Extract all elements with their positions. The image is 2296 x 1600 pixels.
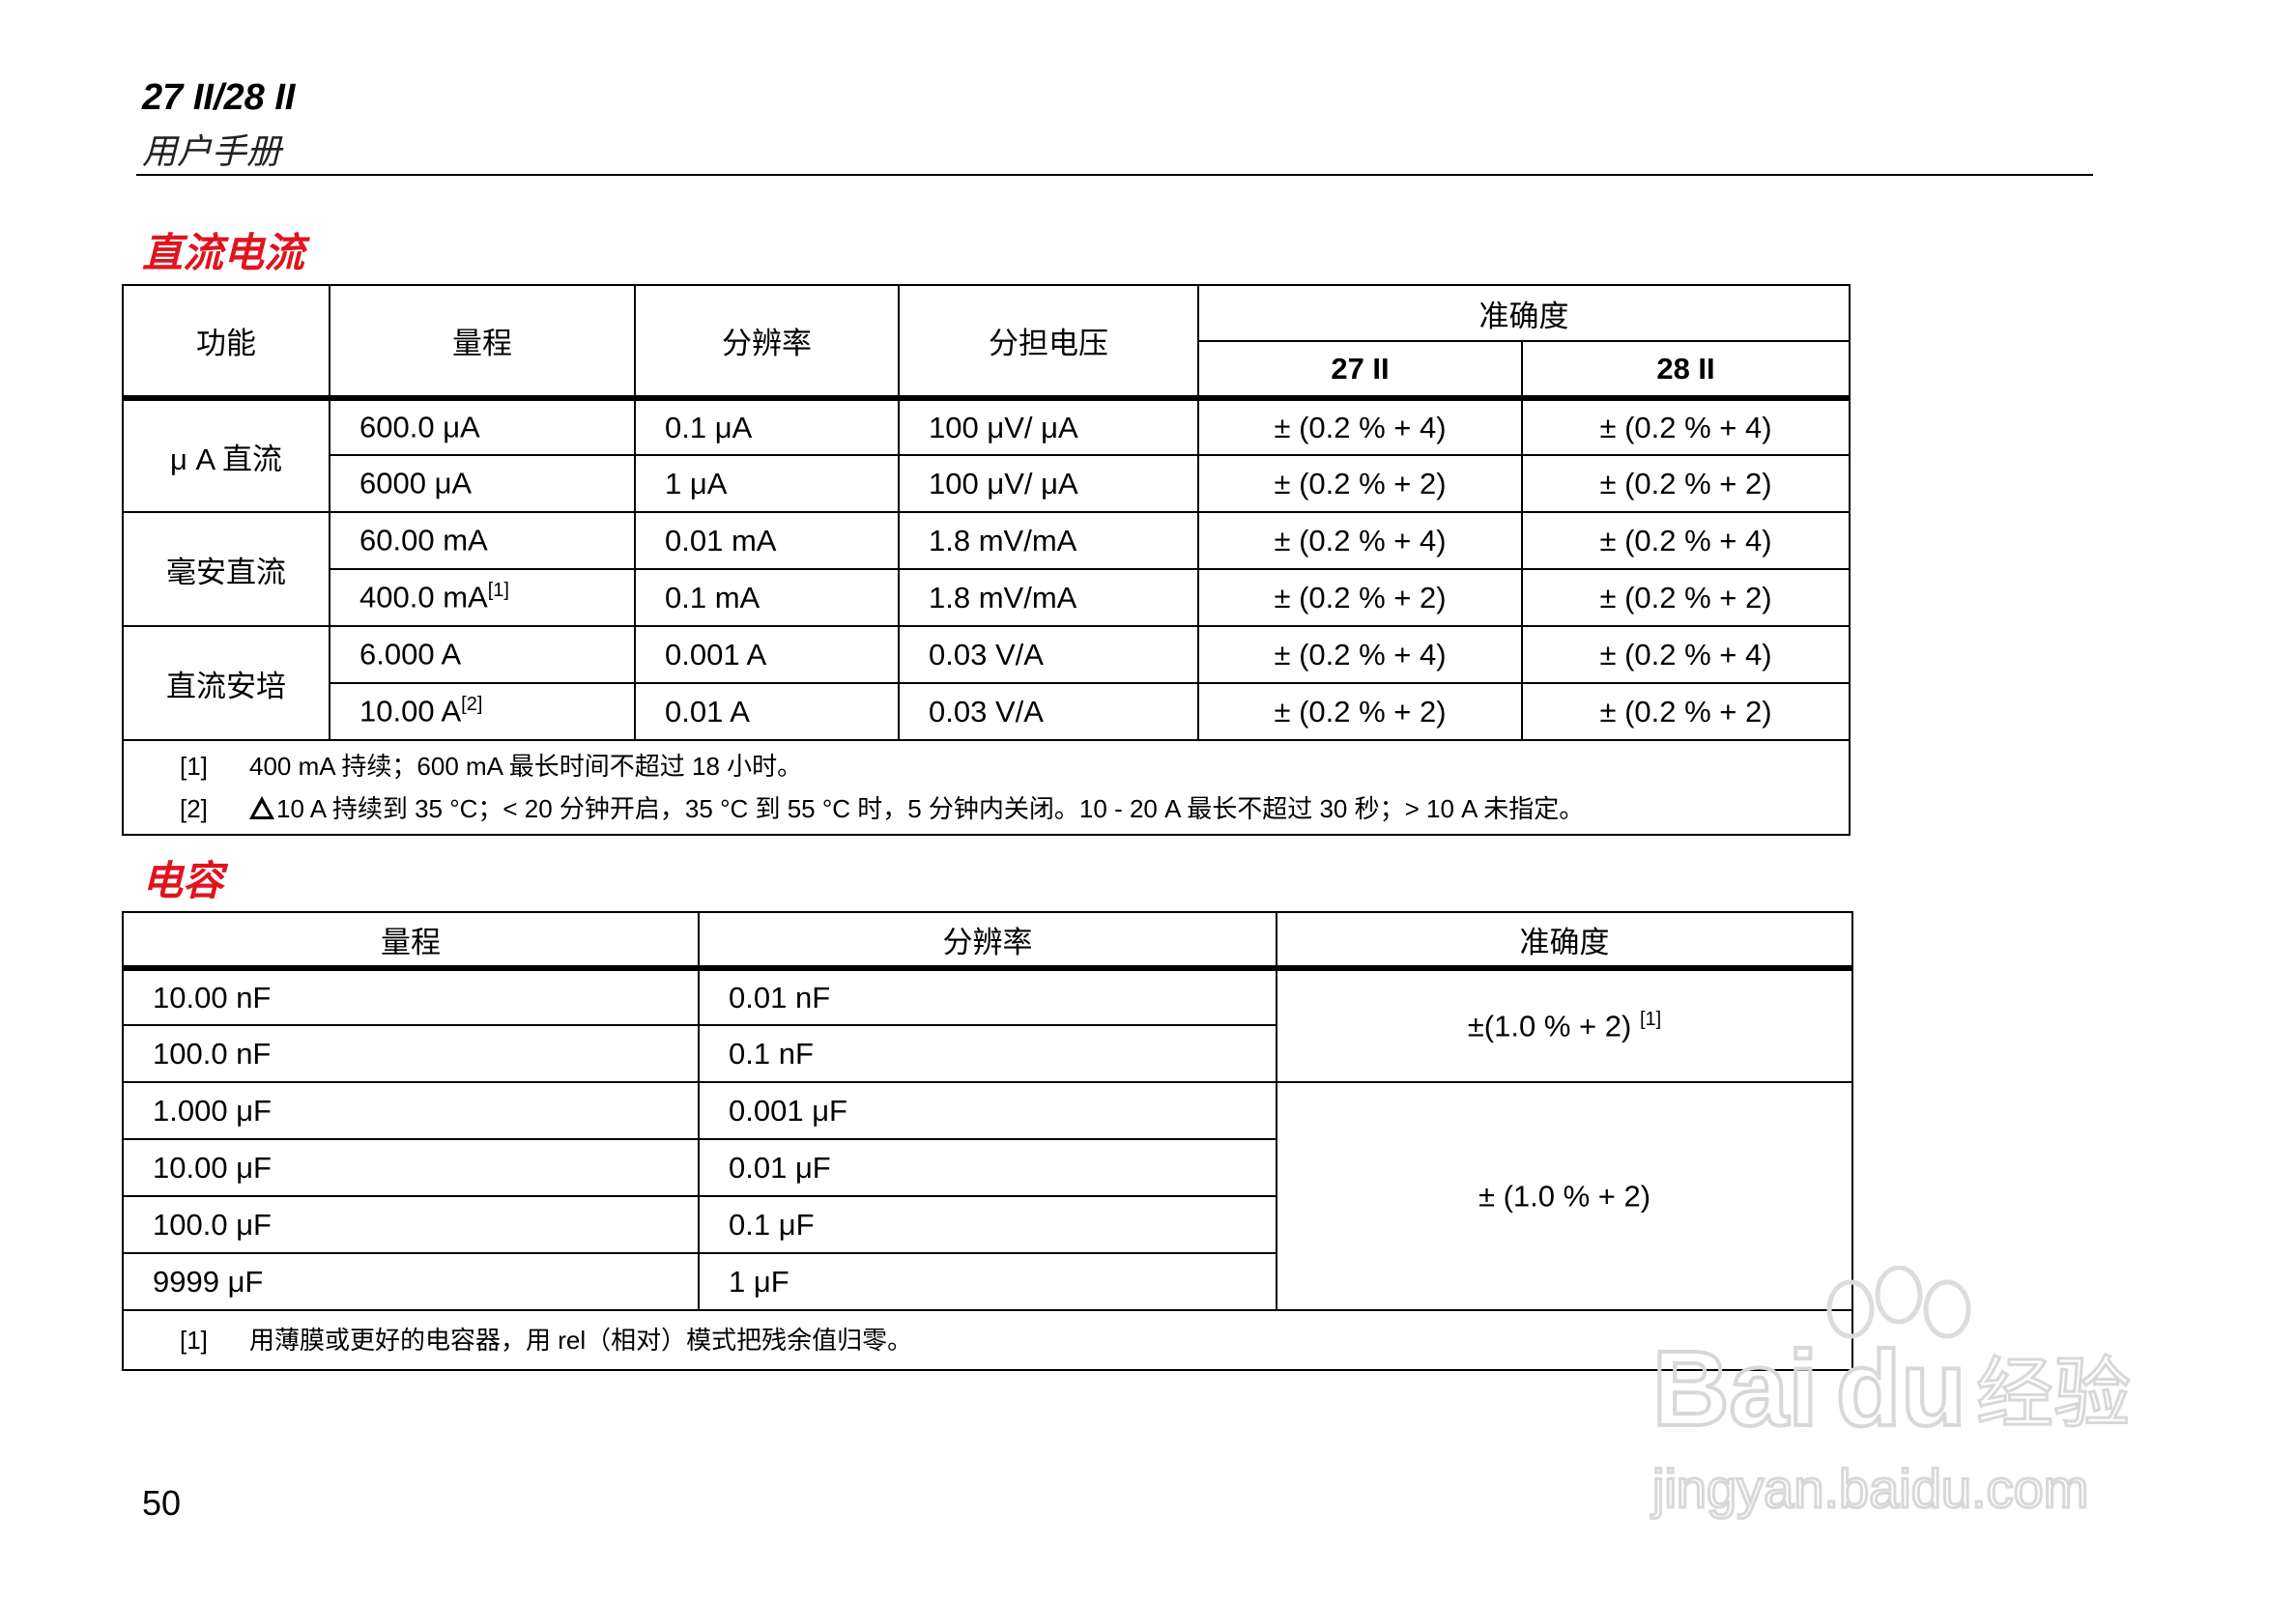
header-model-28: 28 II — [1521, 340, 1851, 401]
svg-text:经验: 经验 — [1976, 1349, 2131, 1439]
header-rule — [136, 174, 2093, 176]
table-row: 毫安直流 60.00 mA 0.01 mA 1.8 mV/mA ± (0.2 % + 4… — [122, 511, 1851, 627]
burden-voltage-cell: 0.03 V/A — [898, 682, 1199, 741]
svg-text:du: du — [1836, 1329, 1966, 1448]
capacitance-table: 量程 分辨率 准确度 10.00 nF 0.01 nF ±(1.0 % + 2) [… — [122, 911, 1853, 1371]
header-accuracy: 准确度 — [1197, 284, 1851, 342]
range-cell: 6000 μA — [329, 454, 636, 513]
table-row: 1.000 μF 0.001 μF ± (1.0 % + 2) — [122, 1081, 1853, 1311]
svg-text:jingyan.baidu.com: jingyan.baidu.com — [1650, 1458, 2088, 1519]
header-range: 量程 — [329, 284, 636, 401]
range-cell: 400.0 mA[1] — [329, 568, 636, 627]
header-function: 功能 — [122, 284, 330, 401]
resolution-cell: 0.1 mA — [634, 568, 900, 627]
table-row: 400.0 mA[1] 0.1 mA 1.8 mV/mA ± (0.2 % + 2) ±… — [123, 568, 1851, 627]
table-row: 6000 μA 1 μA 100 μV/ μA ± (0.2 % + 2) ± (0.2… — [123, 454, 1851, 513]
accuracy-27-cell: ± (0.2 % + 2) — [1197, 568, 1523, 627]
resolution-cell: 0.01 mA — [634, 511, 900, 570]
burden-voltage-cell: 0.03 V/A — [898, 625, 1199, 684]
accuracy-28-cell: ± (0.2 % + 4) — [1521, 625, 1851, 684]
range-cell: 10.00 nF — [122, 967, 700, 1026]
table-row: 10.00 A[2] 0.01 A 0.03 V/A ± (0.2 % + 2) ± (… — [123, 682, 1851, 741]
burden-voltage-cell: 1.8 mV/mA — [898, 511, 1199, 570]
range-cell: 6.000 A — [329, 625, 636, 684]
header-model-27: 27 II — [1197, 340, 1523, 401]
table-row: 9999 μF 1 μF — [122, 1252, 1852, 1311]
accuracy-28-cell: ± (0.2 % + 2) — [1521, 454, 1851, 513]
range-cell: 100.0 nF — [122, 1024, 700, 1083]
header-accuracy: 准确度 — [1276, 911, 1853, 971]
baidu-watermark-logo: Bai du 经验 jingyan.baidu.com — [1650, 1266, 2133, 1521]
accuracy-27-cell: ± (0.2 % + 2) — [1197, 682, 1523, 741]
section-title-capacitance: 电容 — [142, 858, 224, 903]
resolution-cell: 1 μA — [634, 454, 900, 513]
burden-voltage-cell: 100 μV/ μA — [898, 397, 1199, 456]
accuracy-27-cell: ± (0.2 % + 4) — [1197, 511, 1523, 570]
resolution-cell: 0.001 A — [634, 625, 900, 684]
table-row: μ A 直流 600.0 μA 0.1 μA 100 μV/ μA ± (0.2 % +… — [122, 397, 1851, 513]
page-number: 50 — [142, 1483, 182, 1523]
table-row: 10.00 nF 0.01 nF ±(1.0 % + 2) [1] — [122, 967, 1853, 1083]
function-cell: 直流安培 — [122, 625, 330, 741]
resolution-cell: 0.01 nF — [698, 967, 1277, 1026]
range-cell: 9999 μF — [122, 1252, 700, 1311]
range-cell: 100.0 μF — [122, 1195, 700, 1254]
header-resolution: 分辨率 — [698, 911, 1277, 971]
warning-triangle-icon — [249, 796, 274, 819]
accuracy-27-cell: ± (0.2 % + 4) — [1197, 625, 1523, 684]
accuracy-28-cell: ± (0.2 % + 2) — [1521, 568, 1851, 627]
accuracy-cell: ± (1.0 % + 2) — [1276, 1081, 1853, 1311]
range-cell: 10.00 A[2] — [329, 682, 636, 741]
range-cell: 600.0 μA — [329, 397, 636, 456]
range-cell: 60.00 mA — [329, 511, 636, 570]
resolution-cell: 0.1 μF — [698, 1195, 1277, 1254]
section-title-dc-current: 直流电流 — [142, 230, 305, 275]
accuracy-28-cell: ± (0.2 % + 4) — [1521, 511, 1851, 570]
accuracy-cell: ±(1.0 % + 2) [1] — [1276, 967, 1853, 1083]
resolution-cell: 0.1 nF — [698, 1024, 1277, 1083]
resolution-cell: 1 μF — [698, 1252, 1277, 1311]
resolution-cell: 0.01 μF — [698, 1138, 1277, 1197]
document-subtitle: 用户手册 — [142, 131, 282, 171]
function-cell: 毫安直流 — [122, 511, 330, 627]
function-cell: μ A 直流 — [122, 397, 330, 513]
header-burden-voltage: 分担电压 — [898, 284, 1199, 401]
accuracy-27-cell: ± (0.2 % + 4) — [1197, 397, 1523, 456]
resolution-cell: 0.001 μF — [698, 1081, 1277, 1140]
header-resolution: 分辨率 — [634, 284, 900, 401]
header-range: 量程 — [122, 911, 700, 971]
burden-voltage-cell: 1.8 mV/mA — [898, 568, 1199, 627]
accuracy-28-cell: ± (0.2 % + 4) — [1521, 397, 1851, 456]
burden-voltage-cell: 100 μV/ μA — [898, 454, 1199, 513]
footnote-1: [1] 400 mA 持续；600 mA 最长时间不超过 18 小时。 — [180, 752, 803, 781]
dc-current-table: 功能 量程 分辨率 分担电压 准确度 27 II 28 II μ A 直流 600… — [122, 284, 1851, 836]
table-row: 10.00 μF 0.01 μF — [122, 1138, 1852, 1197]
resolution-cell: 0.1 μA — [634, 397, 900, 456]
footnote-1: [1] 用薄膜或更好的电容器，用 rel（相对）模式把残余值归零。 — [122, 1309, 1853, 1371]
table-row: 100.0 μF 0.1 μF — [122, 1195, 1852, 1254]
document-title: 27 II/28 II — [142, 77, 296, 118]
range-cell: 1.000 μF — [122, 1081, 700, 1140]
range-cell: 10.00 μF — [122, 1138, 700, 1197]
resolution-cell: 0.01 A — [634, 682, 900, 741]
table-row: 100.0 nF 0.1 nF — [122, 1024, 1852, 1083]
footnote-2: [2] 10 A 持续到 35 °C；< 20 分钟开启，35 °C 到 55 °… — [180, 794, 1585, 823]
accuracy-27-cell: ± (0.2 % + 2) — [1197, 454, 1523, 513]
svg-text:Bai: Bai — [1652, 1329, 1818, 1448]
accuracy-28-cell: ± (0.2 % + 2) — [1521, 682, 1851, 741]
table-row: 直流安培 6.000 A 0.001 A 0.03 V/A ± (0.2 % + 4) ±… — [122, 625, 1851, 741]
